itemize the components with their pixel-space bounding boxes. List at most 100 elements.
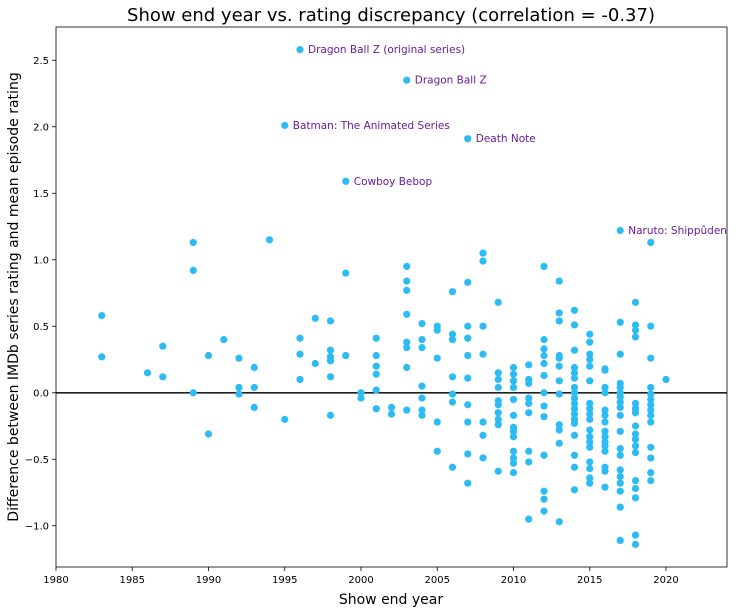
- data-point: [418, 394, 426, 402]
- annotation-label: Dragon Ball Z: [415, 75, 487, 87]
- y-tick-label: 1.5: [33, 189, 49, 200]
- data-point: [631, 321, 640, 329]
- data-point: [647, 476, 655, 485]
- data-point: [647, 354, 655, 362]
- data-point: [525, 458, 533, 466]
- data-point: [631, 430, 640, 438]
- data-point: [586, 458, 594, 466]
- data-point: [464, 374, 472, 382]
- x-tick-label: 1985: [120, 575, 145, 586]
- data-point: [616, 226, 624, 235]
- data-point: [372, 351, 380, 360]
- data-point: [555, 377, 563, 385]
- data-point: [326, 411, 335, 419]
- data-point: [403, 338, 411, 346]
- data-point: [494, 467, 502, 475]
- data-point: [601, 411, 609, 419]
- data-point: [509, 447, 518, 455]
- data-point: [403, 277, 411, 285]
- data-point: [631, 333, 640, 341]
- data-point: [570, 389, 579, 397]
- data-point: [433, 354, 441, 362]
- data-point: [326, 346, 335, 354]
- data-point: [662, 375, 670, 384]
- data-point: [525, 447, 533, 455]
- data-point: [494, 369, 502, 377]
- data-point: [586, 410, 594, 418]
- data-point: [357, 394, 365, 402]
- data-point: [601, 383, 609, 392]
- data-point: [540, 262, 548, 271]
- data-point: [601, 467, 609, 475]
- data-point: [555, 426, 563, 434]
- data-point: [509, 427, 518, 435]
- data-point: [296, 46, 304, 54]
- data-point: [616, 403, 624, 411]
- data-point: [525, 409, 533, 417]
- data-point: [189, 389, 197, 397]
- data-point: [479, 431, 487, 439]
- data-point: [586, 405, 594, 413]
- data-point: [342, 269, 350, 277]
- data-point: [586, 464, 594, 473]
- data-point: [372, 362, 380, 370]
- data-point: [479, 249, 487, 257]
- data-point: [586, 474, 594, 482]
- data-point: [601, 389, 609, 397]
- x-tick-label: 2010: [501, 575, 526, 586]
- data-point: [586, 399, 594, 408]
- data-point: [540, 507, 548, 515]
- data-point: [494, 409, 502, 417]
- data-point: [631, 326, 640, 334]
- data-point: [570, 369, 579, 377]
- data-point: [540, 451, 548, 459]
- data-point: [235, 383, 243, 392]
- data-point: [647, 390, 655, 398]
- data-point: [586, 426, 594, 434]
- data-point: [281, 415, 289, 423]
- data-point: [631, 399, 640, 408]
- data-point: [570, 383, 579, 392]
- data-point: [448, 463, 457, 471]
- data-point: [250, 363, 258, 372]
- data-point: [601, 406, 609, 414]
- x-tick-label: 2020: [653, 575, 678, 586]
- data-point: [616, 472, 624, 481]
- data-point: [616, 487, 624, 495]
- data-point: [509, 433, 518, 441]
- data-point: [647, 468, 655, 477]
- x-axis-label: Show end year: [339, 592, 444, 608]
- data-point: [464, 401, 472, 409]
- data-point: [387, 410, 396, 418]
- data-point: [403, 363, 411, 372]
- data-point: [235, 390, 243, 398]
- data-point: [448, 330, 457, 338]
- data-point: [311, 314, 319, 322]
- data-point: [448, 398, 457, 406]
- data-point: [616, 318, 624, 326]
- plot-frame: [55, 26, 728, 568]
- data-point: [159, 342, 167, 350]
- data-point: [372, 370, 380, 378]
- data-point: [631, 494, 640, 502]
- data-point: [616, 451, 624, 459]
- annotation-label: Dragon Ball Z (original series): [308, 44, 465, 56]
- data-point: [342, 177, 350, 185]
- data-point: [418, 320, 426, 328]
- data-point: [601, 447, 609, 455]
- data-point: [525, 361, 533, 369]
- data-point: [281, 121, 289, 130]
- x-tick-label: 1980: [43, 575, 68, 586]
- data-point: [586, 415, 594, 423]
- data-point: [540, 495, 548, 503]
- data-point: [509, 468, 518, 477]
- data-point: [448, 390, 457, 398]
- data-point: [555, 390, 563, 398]
- data-point: [586, 338, 594, 346]
- data-point: [586, 438, 594, 446]
- data-point: [570, 321, 579, 329]
- data-point: [570, 306, 579, 314]
- data-point: [555, 309, 563, 317]
- data-point: [616, 479, 624, 487]
- data-point: [586, 433, 594, 441]
